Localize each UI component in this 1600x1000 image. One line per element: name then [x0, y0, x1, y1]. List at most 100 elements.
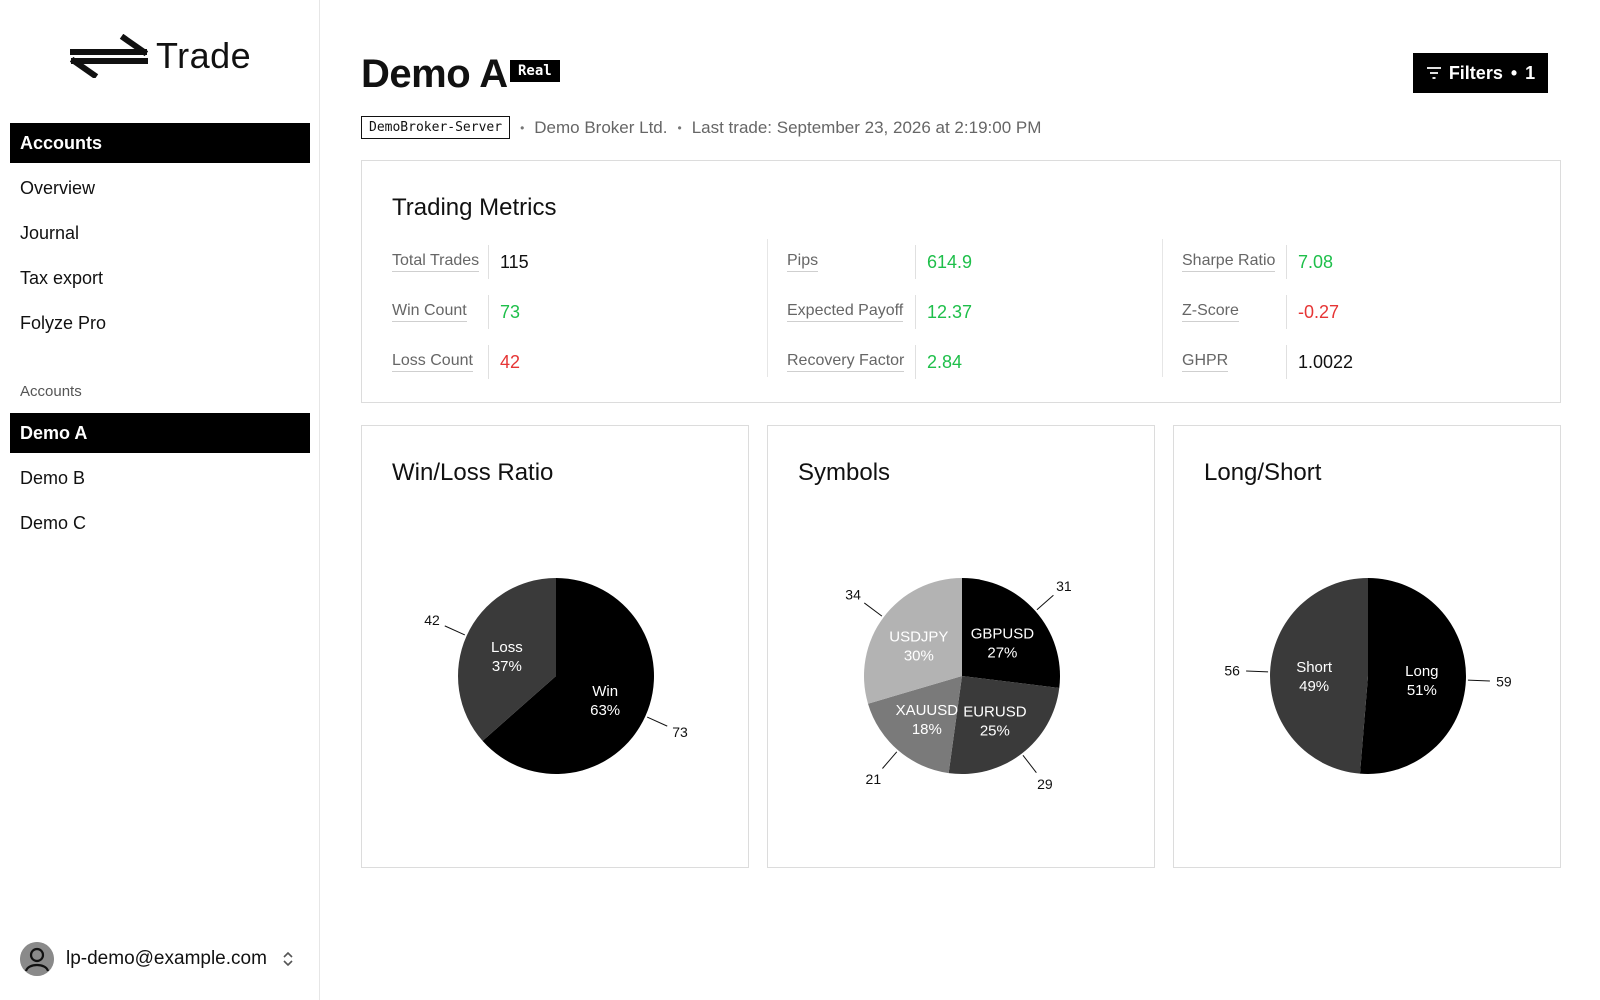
metrics-column: Pips 614.9 Expected Payoff 12.37 Recover…	[787, 237, 1167, 387]
long-short-chart-card: Long/Short Long 51% 59 Short 49% 56	[1173, 425, 1561, 868]
leader-line	[1022, 754, 1037, 774]
leader-line	[1036, 594, 1054, 611]
leader-line	[1246, 670, 1269, 673]
nav-tax-export[interactable]: Tax export	[20, 268, 104, 288]
divider	[1286, 245, 1287, 279]
metric-label[interactable]: Win Count	[392, 302, 467, 322]
metric-value: -0.27	[1298, 301, 1340, 322]
symbols-chart-card: Symbols GBPUSD 27% 31 EURUSD 25% 29 XAUUSD 18% 2…	[767, 425, 1155, 868]
long-short-pie-chart: Long 51% 59 Short 49% 56	[1224, 578, 1512, 774]
metric-value: 115	[500, 251, 529, 272]
filter-icon	[1426, 67, 1441, 79]
user-menu[interactable]: lp-demo@example.com	[20, 942, 295, 976]
metric-value: 1.0022	[1298, 351, 1354, 372]
metric-label[interactable]: Sharpe Ratio	[1182, 252, 1276, 272]
nav-journal[interactable]: Journal	[20, 223, 80, 243]
filters-button[interactable]: Filters • 1	[1413, 53, 1548, 93]
metric-row: Expected Payoff 12.37	[787, 287, 1167, 337]
slice-value: 31	[1056, 578, 1072, 594]
account-demo-c[interactable]: Demo C	[20, 513, 87, 533]
pie-slice-gbpusd[interactable]	[962, 578, 1060, 689]
main-content: Demo A Real Filters • 1 DemoBroker-Serve…	[320, 0, 1600, 1000]
logo[interactable]: Trade	[70, 34, 251, 78]
user-icon	[20, 942, 54, 976]
slice-label: Short	[1296, 659, 1333, 676]
nav-overview[interactable]: Overview	[20, 178, 96, 198]
column-divider	[1162, 239, 1163, 377]
metric-value: 7.08	[1298, 251, 1334, 272]
metric-value: 614.9	[927, 251, 973, 272]
metric-label[interactable]: Total Trades	[392, 252, 480, 272]
separator-dot: •	[520, 120, 525, 135]
metric-label[interactable]: Loss Count	[392, 352, 473, 372]
slice-value: 73	[672, 724, 688, 740]
logo-text: Trade	[156, 35, 252, 76]
trading-metrics-card: Trading Metrics Total Trades 115 Win Cou…	[361, 160, 1561, 403]
pie-slice-eurusd[interactable]	[948, 676, 1060, 774]
chevron-up-down-icon	[283, 951, 293, 967]
leader-line	[646, 716, 668, 727]
metric-row: Recovery Factor 2.84	[787, 337, 1167, 387]
separator-dot: •	[677, 120, 682, 135]
sidebar: Trade Accounts Overview Journal Tax expo…	[0, 0, 320, 1000]
slice-value: 42	[424, 612, 440, 628]
swap-arrows-icon	[70, 34, 148, 78]
pie-slice-win[interactable]	[482, 578, 654, 774]
broker-name: Demo Broker Ltd.	[534, 117, 668, 137]
accounts-section-label: Accounts	[20, 383, 82, 400]
account-meta: DemoBroker-Server • Demo Broker Ltd. • L…	[361, 116, 1041, 139]
metric-row: Win Count 73	[392, 287, 772, 337]
metric-row: Pips 614.9	[787, 237, 1167, 287]
metric-row: GHPR 1.0022	[1182, 337, 1562, 387]
slice-percent: 49%	[1299, 678, 1329, 695]
symbols-pie-chart: GBPUSD 27% 31 EURUSD 25% 29 XAUUSD 18% 21 USDJPY 3…	[845, 578, 1072, 792]
metric-value: 42	[500, 351, 521, 372]
account-demo-a[interactable]: Demo A	[10, 413, 310, 453]
nav-accounts[interactable]: Accounts	[10, 123, 310, 163]
divider	[1286, 345, 1287, 379]
slice-label: GBPUSD	[971, 625, 1035, 642]
metric-label[interactable]: Pips	[787, 252, 819, 272]
win-loss-chart-card: Win/Loss Ratio Win 63% 73 Loss 37% 42	[361, 425, 749, 868]
column-divider	[767, 239, 768, 377]
metric-label[interactable]: Expected Payoff	[787, 302, 904, 322]
leader-line	[1467, 679, 1490, 682]
metric-row: Total Trades 115	[392, 237, 772, 287]
divider	[488, 295, 489, 329]
slice-percent: 18%	[912, 721, 942, 738]
pie-slice-short[interactable]	[1269, 578, 1368, 774]
metric-value: 2.84	[927, 351, 963, 372]
metric-row: Sharpe Ratio 7.08	[1182, 237, 1562, 287]
metric-row: Z-Score -0.27	[1182, 287, 1562, 337]
slice-percent: 37%	[492, 658, 522, 675]
slice-percent: 63%	[590, 702, 620, 719]
leader-line	[882, 751, 898, 769]
divider	[915, 345, 916, 379]
pie-slice-loss[interactable]	[458, 578, 556, 741]
metric-label[interactable]: Z-Score	[1182, 302, 1239, 322]
metric-value: 12.37	[927, 301, 973, 322]
win-loss-pie-chart: Win 63% 73 Loss 37% 42	[424, 578, 688, 774]
chart-title: Win/Loss Ratio	[392, 459, 554, 486]
metrics-column: Total Trades 115 Win Count 73 Loss Count…	[392, 237, 772, 387]
divider	[488, 245, 489, 279]
metric-label[interactable]: GHPR	[1182, 352, 1229, 372]
metric-label[interactable]: Recovery Factor	[787, 352, 905, 372]
divider	[488, 345, 489, 379]
account-demo-b[interactable]: Demo B	[20, 468, 86, 488]
nav-folyze-pro[interactable]: Folyze Pro	[20, 313, 107, 333]
page-title: Demo A	[361, 52, 508, 96]
metric-value: 73	[500, 301, 521, 322]
slice-label: Loss	[491, 639, 523, 656]
pie-slice-long[interactable]	[1359, 578, 1466, 774]
slice-label: Win	[592, 683, 618, 700]
pie-slice-xauusd[interactable]	[868, 676, 962, 774]
server-tag: DemoBroker-Server	[361, 116, 511, 139]
slice-label: Long	[1405, 663, 1438, 680]
leader-line	[444, 625, 466, 636]
slice-label: EURUSD	[963, 704, 1027, 721]
pie-slice-usdjpy[interactable]	[864, 578, 962, 704]
filters-count: 1	[1525, 62, 1536, 83]
slice-value: 34	[845, 587, 861, 603]
slice-value: 59	[1496, 674, 1512, 690]
